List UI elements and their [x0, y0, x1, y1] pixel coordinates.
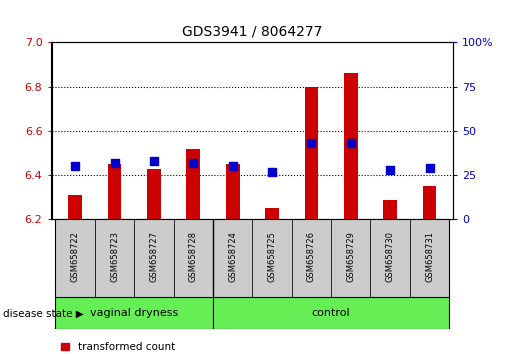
- Point: [307, 141, 316, 146]
- Text: GSM658729: GSM658729: [346, 232, 355, 282]
- Text: GSM658728: GSM658728: [189, 232, 198, 282]
- Point: [425, 165, 434, 171]
- Bar: [108, 164, 122, 219]
- Bar: [331, 219, 370, 297]
- Text: GSM658725: GSM658725: [267, 232, 277, 282]
- Point: [268, 169, 276, 175]
- Bar: [226, 164, 239, 219]
- Text: GSM658724: GSM658724: [228, 232, 237, 282]
- Text: GSM658723: GSM658723: [110, 232, 119, 282]
- Bar: [56, 219, 95, 297]
- Bar: [344, 73, 358, 219]
- Text: GSM658731: GSM658731: [425, 232, 434, 282]
- Text: GSM658727: GSM658727: [149, 232, 159, 282]
- Bar: [186, 149, 200, 219]
- Point: [347, 141, 355, 146]
- Text: vaginal dryness: vaginal dryness: [90, 308, 178, 318]
- Bar: [147, 169, 161, 219]
- Bar: [410, 219, 449, 297]
- Text: GSM658722: GSM658722: [71, 232, 80, 282]
- Bar: [383, 200, 397, 219]
- Bar: [95, 219, 134, 297]
- Text: control: control: [312, 308, 350, 318]
- Bar: [56, 297, 213, 329]
- Title: GDS3941 / 8064277: GDS3941 / 8064277: [182, 24, 322, 39]
- Point: [150, 158, 158, 164]
- Bar: [68, 195, 82, 219]
- Text: GSM658730: GSM658730: [386, 232, 394, 282]
- Bar: [291, 219, 331, 297]
- Bar: [265, 209, 279, 219]
- Text: GSM658726: GSM658726: [307, 232, 316, 282]
- Bar: [304, 87, 318, 219]
- Legend: transformed count, percentile rank within the sample: transformed count, percentile rank withi…: [57, 338, 258, 354]
- Point: [189, 160, 197, 166]
- Bar: [252, 219, 291, 297]
- Point: [110, 160, 118, 166]
- Bar: [213, 219, 252, 297]
- Text: disease state ▶: disease state ▶: [3, 308, 83, 318]
- Point: [386, 167, 394, 173]
- Bar: [370, 219, 410, 297]
- Point: [229, 164, 237, 169]
- Point: [71, 164, 79, 169]
- Bar: [174, 219, 213, 297]
- Bar: [134, 219, 174, 297]
- Bar: [423, 186, 436, 219]
- Bar: [213, 297, 449, 329]
